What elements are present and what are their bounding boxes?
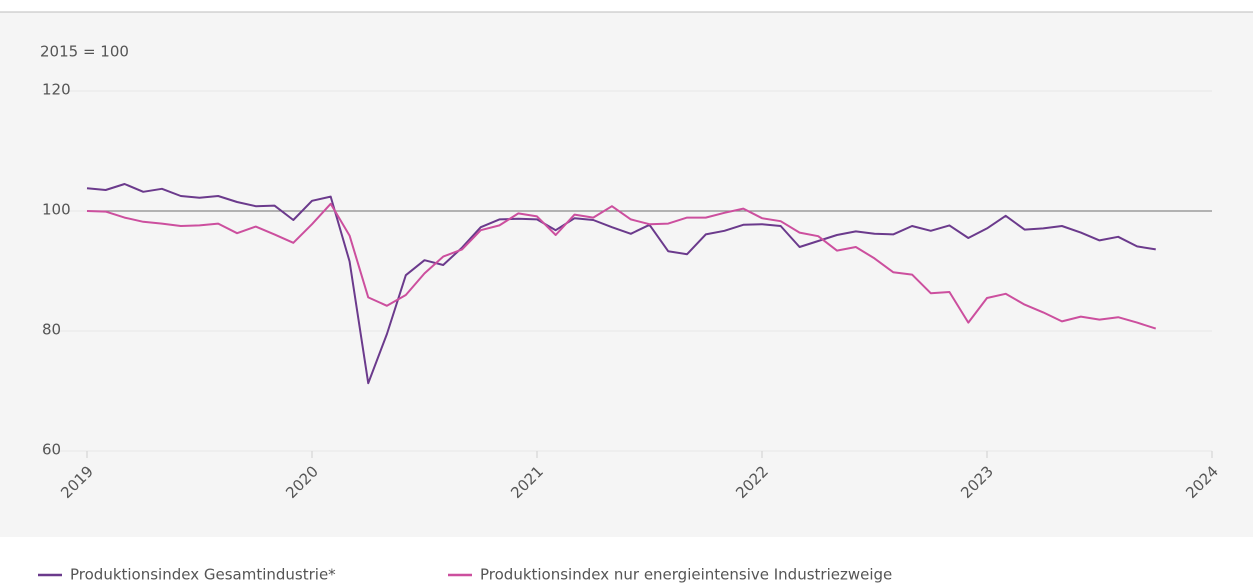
y-tick-label: 80 bbox=[42, 321, 61, 339]
unit-label: 2015 = 100 bbox=[40, 43, 129, 61]
y-tick-label: 60 bbox=[42, 441, 61, 459]
series-line bbox=[86, 202, 1157, 330]
series-line bbox=[86, 183, 1156, 385]
y-tick-label: 120 bbox=[42, 81, 71, 99]
legend-label: Produktionsindex nur energieintensive In… bbox=[480, 566, 892, 584]
y-tick-label: 100 bbox=[42, 201, 71, 219]
plot-panel bbox=[0, 12, 1253, 537]
legend-label: Produktionsindex Gesamtindustrie* bbox=[70, 566, 336, 584]
